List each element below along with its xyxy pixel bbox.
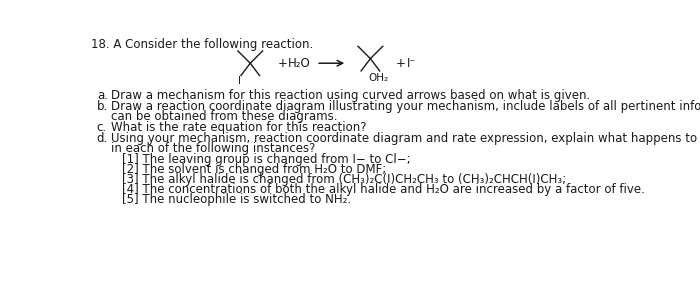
Text: [2] The solvent is changed from H₂O to DMF;: [2] The solvent is changed from H₂O to D… [122, 162, 386, 175]
Text: c.: c. [97, 121, 107, 134]
Text: in each of the following instances?: in each of the following instances? [111, 142, 315, 155]
Text: [3] The alkyl halide is changed from (CH₃)₂C(I)CH₂CH₃ to (CH₃)₂CHCH(I)CH₃;: [3] The alkyl halide is changed from (CH… [122, 173, 566, 186]
Text: Draw a reaction coordinate diagram illustrating your mechanism, include labels o: Draw a reaction coordinate diagram illus… [111, 100, 700, 113]
Text: I⁻: I⁻ [407, 57, 416, 70]
Text: a.: a. [97, 89, 108, 102]
Text: +: + [396, 57, 406, 70]
Text: d.: d. [97, 132, 108, 145]
Text: [1] The leaving group is changed from I− to Cl−;: [1] The leaving group is changed from I−… [122, 153, 411, 166]
Text: [5] The nucleophile is switched to NH₂.: [5] The nucleophile is switched to NH₂. [122, 192, 351, 205]
Text: can be obtained from these diagrams.: can be obtained from these diagrams. [111, 110, 337, 123]
Text: 18. A Consider the following reaction.: 18. A Consider the following reaction. [92, 38, 314, 51]
Text: Draw a mechanism for this reaction using curved arrows based on what is given.: Draw a mechanism for this reaction using… [111, 89, 590, 102]
Text: H₂O: H₂O [288, 57, 310, 70]
Text: What is the rate equation for this reaction?: What is the rate equation for this react… [111, 121, 366, 134]
Text: I: I [238, 76, 241, 86]
Text: OH₂: OH₂ [369, 73, 389, 83]
Text: Using your mechanism, reaction coordinate diagram and rate expression, explain w: Using your mechanism, reaction coordinat… [111, 132, 700, 145]
Text: +: + [277, 57, 287, 70]
Text: [4] The concentrations of both the alkyl halide and H₂O are increased by a facto: [4] The concentrations of both the alkyl… [122, 183, 645, 196]
Text: b.: b. [97, 100, 108, 113]
